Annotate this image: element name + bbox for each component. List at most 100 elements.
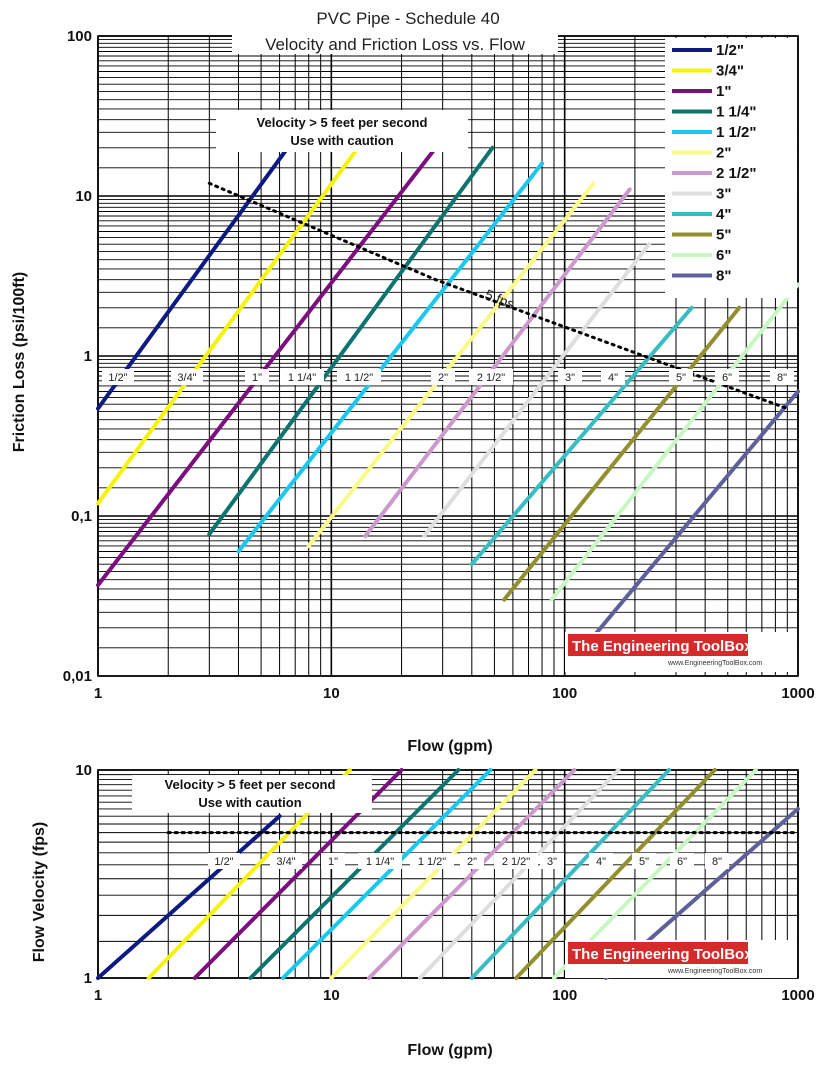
pipe-label-bg — [469, 369, 513, 385]
reference-line — [207, 181, 789, 410]
pipe-label-2-1-2in: 2 1/2" — [477, 372, 505, 384]
caution-line-2-velocity: Use with caution — [198, 795, 301, 810]
series-line-1-1-2in — [236, 161, 545, 554]
y-tick-label: 0,01 — [63, 668, 92, 685]
pipe-label-bg — [102, 369, 134, 385]
pipe-size-labels-velocity: 1/2" 3/4" 1" 1 1/4" 1 1/2" 2" 2 1/2" 3" 4" 5" 6" 8" — [208, 853, 729, 869]
pipe-label-bg — [208, 853, 240, 869]
pipe-label-6in: 6" — [677, 856, 687, 868]
caution-line-1: Velocity > 5 feet per second — [257, 115, 428, 130]
y-tick-label: 0,1 — [71, 508, 92, 525]
pipe-label-1-1-4in: 1 1/4" — [288, 372, 316, 384]
series-line-2in — [329, 768, 538, 980]
legend-label-2in: 2" — [716, 145, 731, 162]
series-line-1-1-4in — [207, 145, 495, 537]
legend-label-1-1-4in: 1 1/4" — [716, 104, 756, 121]
pipe-label-8in: 8" — [712, 856, 722, 868]
series-line-8in — [589, 389, 800, 642]
legend-items: 1/2" 3/4" 1" 1 1/4" 1 1/2" 2" 2 1/2" 3" 4" 5" 6" 8" — [672, 42, 756, 285]
x-tick-label: 1000 — [781, 685, 814, 702]
pipe-label-4in: 4" — [596, 856, 606, 868]
friction-loss-chart: 1/2" 3/4" 1" 1 1/4" 1 1/2" 2" 2 1/2" 3" 4" 5" 6" 8"… — [11, 9, 815, 755]
y-axis-title-friction: Friction Loss (psi/100ft) — [11, 272, 28, 452]
pipe-label-bg — [410, 853, 454, 869]
five-fps-line — [207, 181, 789, 410]
watermark-velocity: The Engineering ToolBox www.EngineeringT… — [565, 940, 797, 978]
pipe-label-bg — [601, 369, 625, 385]
pipe-label-3in: 3" — [547, 856, 557, 868]
y-tick-label: 10 — [75, 188, 92, 205]
watermark-url-velocity: www.EngineeringToolBox.com — [667, 968, 762, 975]
pipe-label-2in: 2" — [438, 372, 448, 384]
legend-label-3-4in: 3/4" — [716, 63, 744, 80]
series-friction — [96, 145, 800, 642]
series-line-4in — [469, 305, 694, 567]
series-line-6in — [549, 282, 800, 602]
pipe-label-5in: 5" — [676, 372, 686, 384]
watermark-banner — [568, 634, 748, 656]
legend-label-1-1-2in: 1 1/2" — [716, 124, 756, 141]
pipe-label-bg — [280, 369, 324, 385]
series-line-1-2in — [96, 145, 290, 411]
x-tick-label: 1000 — [781, 987, 814, 1004]
legend-label-2-1-2in: 2 1/2" — [716, 165, 756, 182]
x-tick-label: 1 — [94, 685, 102, 702]
y-axis-title-velocity: Flow Velocity (fps) — [31, 822, 48, 962]
legend-label-8in: 8" — [716, 268, 731, 285]
pipe-label-bg — [670, 853, 694, 869]
series-line-1in — [96, 145, 438, 588]
y-tick-label: 1 — [84, 348, 92, 365]
series-line-4in — [469, 768, 671, 980]
subtitle-box — [232, 32, 558, 54]
pipe-label-bg — [632, 853, 656, 869]
x-tick-label: 10 — [323, 987, 340, 1004]
pipe-label-3in: 3" — [565, 372, 575, 384]
legend-label-5in: 5" — [716, 227, 731, 244]
watermark-banner-velocity — [568, 942, 748, 964]
series-line-3-4in — [96, 145, 360, 506]
pipe-label-2-1-2in: 2 1/2" — [502, 856, 530, 868]
x-tick-label: 1 — [94, 987, 102, 1004]
series-line-2in — [306, 181, 596, 548]
x-axis-title-velocity: Flow (gpm) — [407, 1042, 492, 1059]
legend-label-4in: 4" — [716, 206, 731, 223]
series-line-2-1-2in — [367, 768, 577, 980]
legend-label-1-2in: 1/2" — [716, 42, 744, 59]
pipe-label-3-4in: 3/4" — [276, 856, 295, 868]
series-line-5in — [514, 768, 717, 980]
x-axis-title-friction: Flow (gpm) — [407, 738, 492, 755]
y-tick-label: 100 — [67, 28, 92, 45]
pipe-label-3-4in: 3/4" — [177, 372, 196, 384]
pipe-label-bg — [558, 369, 582, 385]
watermark-friction: The Engineering ToolBox www.EngineeringT… — [565, 632, 797, 672]
pipe-label-bg — [245, 369, 269, 385]
pipe-label-bg — [770, 369, 794, 385]
pipe-label-1-1-2in: 1 1/2" — [345, 372, 373, 384]
watermark-title: The Engineering ToolBox — [572, 638, 753, 655]
series-line-3in — [418, 768, 621, 980]
legend-label-3in: 3" — [716, 186, 731, 203]
pipe-label-2in: 2" — [467, 856, 477, 868]
chart-title: PVC Pipe - Schedule 40 — [316, 9, 499, 28]
series-line-1-1-2in — [280, 768, 493, 980]
watermark-url: www.EngineeringToolBox.com — [667, 660, 762, 667]
series-line-2-1-2in — [363, 187, 632, 538]
pipe-label-5in: 5" — [639, 856, 649, 868]
chart-subtitle: Velocity and Friction Loss vs. Flow — [265, 35, 526, 54]
caution-line-2: Use with caution — [290, 133, 393, 148]
pipe-label-1-1-4in: 1 1/4" — [366, 856, 394, 868]
pipe-label-bg — [494, 853, 538, 869]
pipe-label-1in: 1" — [328, 856, 338, 868]
pipe-label-4in: 4" — [608, 372, 618, 384]
legend-label-1in: 1" — [716, 83, 731, 100]
x-tick-label: 100 — [552, 987, 577, 1004]
ticks-velocity: 1 10 100 1000 1 10 — [75, 762, 814, 1004]
pipe-label-6in: 6" — [722, 372, 732, 384]
pipe-label-bg — [589, 853, 613, 869]
pipe-label-bg — [171, 369, 203, 385]
plot-border — [97, 769, 799, 979]
pipe-label-bg — [321, 853, 345, 869]
pipe-label-bg — [358, 853, 402, 869]
pipe-label-bg — [270, 853, 302, 869]
